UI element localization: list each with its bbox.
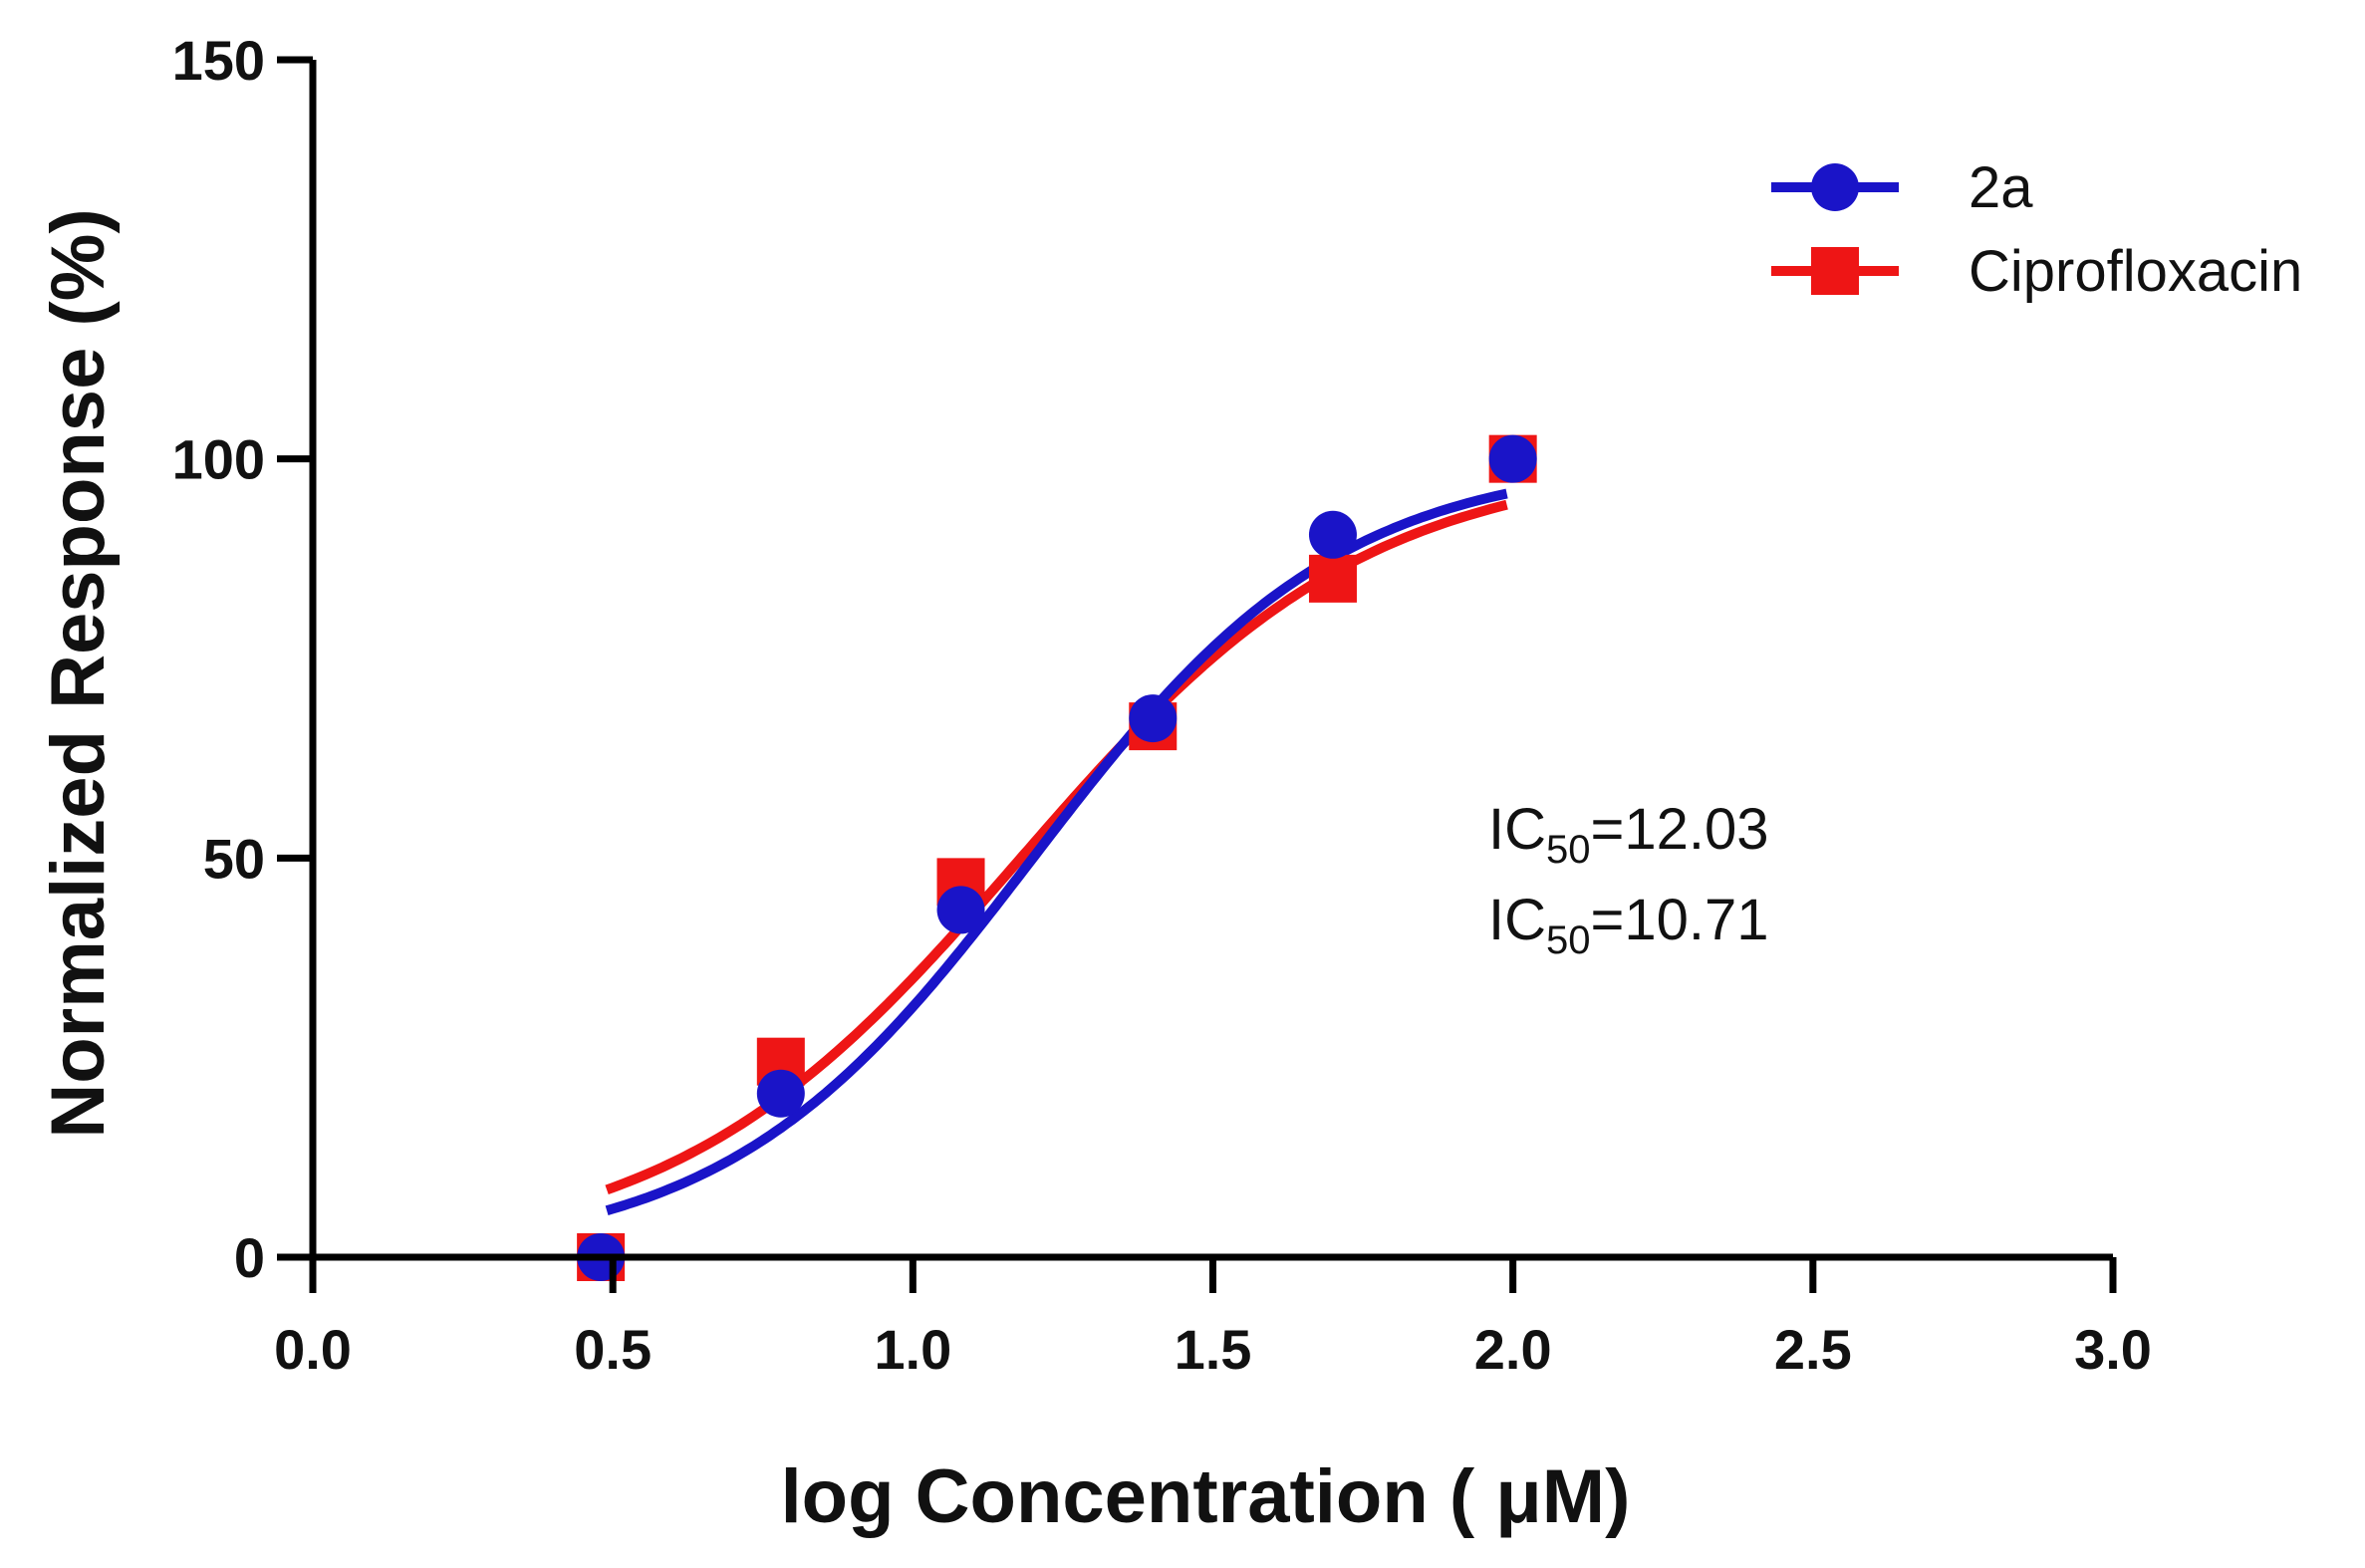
y-tick-label: 100 (172, 428, 265, 491)
legend-marker-2a (1811, 163, 1859, 211)
x-tick-label: 2.5 (1774, 1318, 1852, 1381)
fit-curve-2a (605, 488, 1508, 1215)
data-point-ciprofloxacin (1308, 554, 1357, 603)
legend: 2a Ciprofloxacin (1771, 155, 2302, 304)
x-tick-label: 3.0 (2074, 1318, 2152, 1381)
y-axis-ticks: 0 50 100 150 (172, 29, 313, 1289)
fit-curve-ciprofloxacin (605, 499, 1508, 1195)
y-tick-label: 50 (203, 827, 265, 890)
x-tick-label: 0.5 (574, 1318, 652, 1381)
ic50-annotation-ciprofloxacin: IC50=10.71 (1488, 888, 1769, 962)
x-axis-title: log Concentration ( μM) (781, 1454, 1631, 1539)
data-points (577, 434, 1537, 1281)
y-tick-label: 0 (234, 1226, 265, 1289)
data-point-2a (756, 1069, 805, 1118)
legend-marker-ciprofloxacin (1811, 247, 1859, 295)
x-tick-label: 0.0 (274, 1318, 352, 1381)
legend-label-ciprofloxacin: Ciprofloxacin (1969, 239, 2302, 304)
legend-label-2a: 2a (1969, 155, 2033, 220)
data-point-2a (936, 886, 985, 934)
x-tick-label: 1.5 (1175, 1318, 1252, 1381)
x-tick-label: 1.0 (874, 1318, 951, 1381)
ic50-annotation-2a: IC50=12.03 (1488, 797, 1769, 872)
y-axis-title: Normalized Response (%) (36, 208, 121, 1138)
fit-curves (605, 488, 1508, 1215)
x-axis-ticks: 0.0 0.5 1.0 1.5 2.0 2.5 3.0 (274, 1257, 2152, 1381)
data-point-2a (1488, 434, 1537, 483)
data-point-2a (1308, 510, 1357, 559)
y-tick-label: 150 (172, 29, 265, 92)
data-point-2a (1129, 694, 1178, 743)
x-tick-label: 2.0 (1474, 1318, 1552, 1381)
